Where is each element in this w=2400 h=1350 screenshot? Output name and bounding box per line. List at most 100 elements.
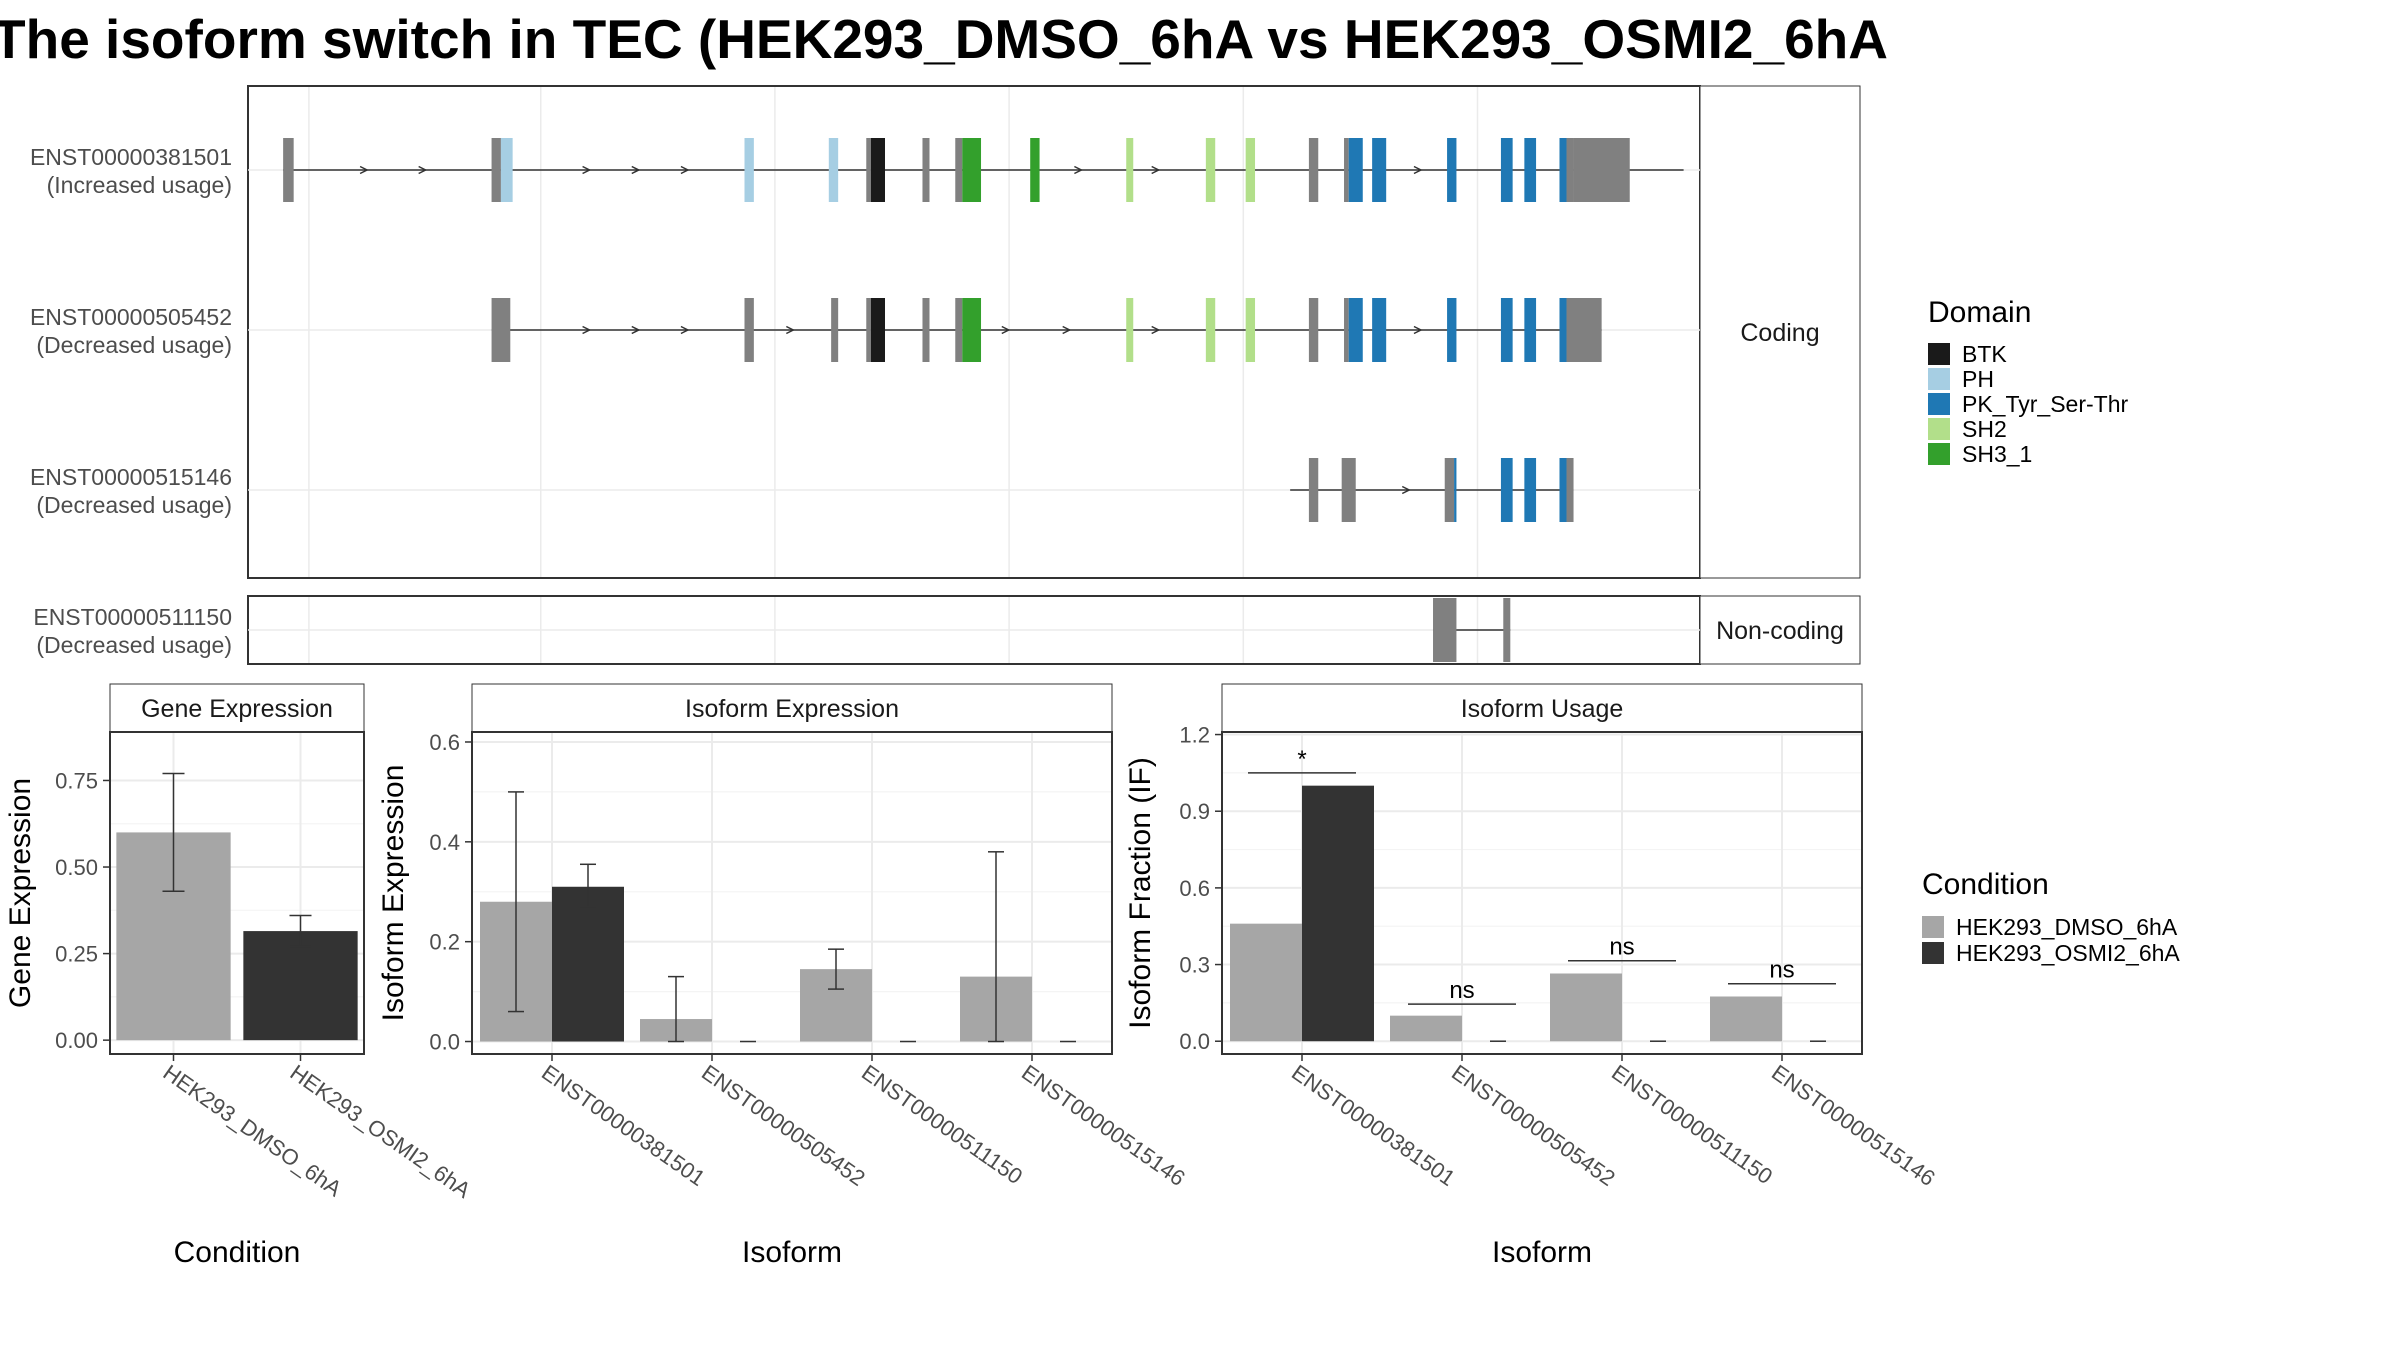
condition-legend-swatch [1922, 942, 1944, 964]
isoform-expression-bar [552, 886, 624, 1042]
exon-sh3_1 [962, 298, 982, 362]
gene-expression-title: Gene Expression [141, 695, 333, 723]
isoform-usage-significance-label: * [1297, 746, 1306, 773]
exon-pk_tyr_ser-thr [1447, 298, 1457, 362]
exon [866, 138, 871, 202]
intron-direction-arrow [1401, 485, 1411, 495]
isoform-usage-bar [1230, 923, 1302, 1042]
transcript-usage-label: (Increased usage) [47, 172, 232, 198]
intron-direction-arrow [418, 165, 428, 175]
exon [866, 298, 871, 362]
gene-expression-y-tick-label: 0.75 [55, 768, 98, 793]
transcript-id-label: ENST00000511150 [33, 604, 232, 630]
intron-direction-arrow [1001, 325, 1011, 335]
intron-direction-arrow [1151, 325, 1161, 335]
intron-direction-arrow [631, 165, 641, 175]
intron-direction-arrow [680, 325, 690, 335]
intron-direction-arrow [1074, 165, 1084, 175]
exon-pk_tyr_ser-thr [1500, 458, 1513, 522]
condition-legend-label: HEK293_DMSO_6hA [1956, 914, 2178, 940]
exon [491, 138, 501, 202]
exon-ph [828, 138, 839, 202]
exon [1566, 138, 1574, 202]
isoform-expression-y-tick-label: 0.2 [429, 930, 460, 955]
gene-expression-bar [243, 931, 358, 1041]
domain-legend-swatch [1928, 343, 1950, 365]
intron-direction-arrow [1151, 165, 1161, 175]
transcript-usage-label: (Decreased usage) [36, 632, 232, 658]
isoform-usage-strip [1221, 683, 1863, 733]
isoform-usage-y-tick-label: 1.2 [1179, 723, 1210, 748]
exon [1444, 458, 1455, 522]
exon-pk_tyr_ser-thr [1559, 138, 1567, 202]
intron-direction-arrow [1062, 325, 1072, 335]
domain-legend-label: SH3_1 [1962, 441, 2032, 467]
exon-sh3_1 [962, 138, 982, 202]
exon-btk [870, 138, 886, 202]
expression-bar-charts: Gene Expression0.000.250.500.75HEK293_DM… [4, 683, 1940, 1269]
isoform-usage-bar [1390, 1015, 1462, 1042]
exon-pk_tyr_ser-thr [1348, 298, 1363, 362]
exon-ph [744, 138, 754, 202]
isoform-usage-y-tick-label: 0.0 [1179, 1029, 1210, 1054]
isoform-usage-y-tick-label: 0.6 [1179, 876, 1210, 901]
domain-legend-swatch [1928, 443, 1950, 465]
isoform-usage-x-tick-label: ENST00000515146 [1767, 1060, 1940, 1191]
gene-expression-strip [109, 683, 365, 733]
gene-expression-x-axis-title: Condition [174, 1236, 301, 1269]
transcript-usage-label: (Decreased usage) [36, 492, 232, 518]
isoform-usage-x-axis-title: Isoform [1492, 1236, 1592, 1269]
isoform-usage-x-tick-label: ENST00000511150 [1607, 1060, 1777, 1189]
isoform-expression-x-tick-label: ENST00000381501 [537, 1060, 710, 1191]
isoform-expression-y-tick-label: 0.4 [429, 830, 460, 855]
exon-sh2 [1245, 138, 1256, 202]
exon [1308, 138, 1319, 202]
exon [283, 138, 294, 202]
domain-legend-label: PK_Tyr_Ser-Thr [1962, 391, 2128, 417]
exon-sh2 [1126, 138, 1134, 202]
transcript-usage-label: (Decreased usage) [36, 332, 232, 358]
exon-pk_tyr_ser-thr [1447, 138, 1457, 202]
exon [1566, 298, 1602, 362]
exon-sh2 [1205, 298, 1216, 362]
condition-legend-label: HEK293_OSMI2_6hA [1956, 940, 2180, 966]
intron-direction-arrow [785, 325, 796, 335]
exon-pk_tyr_ser-thr [1500, 138, 1513, 202]
isoform-usage-significance-label: ns [1449, 977, 1474, 1004]
intron-direction-arrow [680, 165, 690, 175]
gene-expression-y-tick-label: 0.00 [55, 1028, 98, 1053]
domain-legend-swatch [1928, 393, 1950, 415]
exon-pk_tyr_ser-thr [1500, 298, 1513, 362]
noncoding-strip-label: Non-coding [1716, 617, 1844, 645]
exon-pk_tyr_ser-thr [1372, 298, 1387, 362]
exon-pk_tyr_ser-thr [1559, 298, 1567, 362]
transcript-id-label: ENST00000515146 [30, 464, 232, 490]
isoform-usage-significance-label: ns [1769, 957, 1794, 984]
intron-direction-arrow [582, 165, 592, 175]
exon [1433, 598, 1457, 662]
isoform-expression-x-tick-label: ENST00000511150 [857, 1060, 1027, 1189]
exon [1308, 298, 1319, 362]
gene-expression-y-tick-label: 0.25 [55, 942, 98, 967]
domain-legend-label: PH [1962, 366, 1994, 392]
isoform-usage-x-tick-label: ENST00000381501 [1287, 1060, 1460, 1191]
domain-legend-swatch [1928, 418, 1950, 440]
isoform-usage-significance-label: ns [1609, 934, 1634, 961]
domain-legend-label: SH2 [1962, 416, 2007, 442]
gene-expression-panel-border [109, 731, 365, 1055]
isoform-expression-x-tick-label: ENST00000505452 [697, 1060, 870, 1191]
intron-direction-arrow [1413, 165, 1423, 175]
exon-pk_tyr_ser-thr [1372, 138, 1387, 202]
isoform-expression-y-axis-title: Isoform Expression [377, 765, 410, 1022]
isoform-usage-bar [1302, 785, 1374, 1042]
exon [1341, 458, 1356, 522]
isoform-usage-y-tick-label: 0.9 [1179, 799, 1210, 824]
noncoding-strip [1699, 595, 1861, 665]
gene-expression-y-axis-title: Gene Expression [4, 778, 37, 1008]
isoform-expression-panel-border [471, 731, 1113, 1055]
exon-sh3_1 [1030, 138, 1040, 202]
exon [1344, 138, 1349, 202]
exon [922, 138, 930, 202]
isoform-expression-strip [471, 683, 1113, 733]
